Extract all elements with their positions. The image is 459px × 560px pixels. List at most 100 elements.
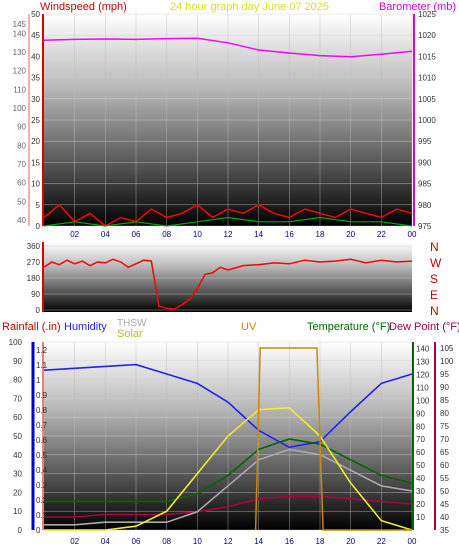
direction-tick: 90 bbox=[31, 290, 40, 299]
temperature-tick: 90 bbox=[440, 383, 449, 392]
compass-label: W bbox=[430, 256, 442, 270]
temperature-tick: 45 bbox=[440, 500, 449, 509]
uv-tick: 80 bbox=[416, 422, 425, 431]
wind-kmh-tick: 100 bbox=[13, 104, 27, 113]
temperature-tick: 50 bbox=[440, 487, 449, 496]
rain-tick: 0.9 bbox=[36, 391, 48, 400]
windspeed-title: Windspeed (mph) bbox=[40, 1, 127, 13]
wind-x-tick: 12 bbox=[224, 230, 233, 239]
weather-panel-series bbox=[43, 347, 413, 531]
weather-x-tick: 14 bbox=[254, 537, 263, 546]
direction-tick: 180 bbox=[27, 274, 41, 283]
humidity-tick: 40 bbox=[13, 451, 22, 460]
direction-tick: 270 bbox=[27, 258, 41, 267]
rain-tick: 1 bbox=[36, 376, 41, 385]
barometer-tick: 1020 bbox=[418, 31, 436, 40]
weather-panel-axes bbox=[31, 342, 436, 530]
wind-kmh-tick: 90 bbox=[17, 123, 26, 132]
temperature-tick: 55 bbox=[440, 474, 449, 483]
uv-tick: 70 bbox=[416, 435, 425, 444]
rain-tick: 0.8 bbox=[36, 406, 48, 415]
wind-panel-series bbox=[43, 37, 413, 227]
temperature-tick: 95 bbox=[440, 370, 449, 379]
wind-kmh-tick: 50 bbox=[17, 197, 26, 206]
wind-mph-tick: 5 bbox=[36, 201, 41, 210]
weather-x-tick: 12 bbox=[224, 537, 233, 546]
weather-x-tick: 10 bbox=[193, 537, 202, 546]
direction-panel-series bbox=[43, 258, 413, 310]
wind-mph-tick: 50 bbox=[31, 10, 40, 19]
wind-mph-tick: 40 bbox=[31, 52, 40, 61]
rain-tick: 1.1 bbox=[36, 361, 48, 370]
weather-x-tick: 16 bbox=[285, 537, 294, 546]
uv-tick: 30 bbox=[416, 487, 425, 496]
humidity-tick: 80 bbox=[13, 376, 22, 385]
weather-panel-tick-labels: 010203040506070809010000.10.20.30.40.50.… bbox=[9, 338, 454, 546]
legend-humidity: Humidity bbox=[64, 321, 107, 333]
wind-direction-panel-background bbox=[44, 242, 412, 312]
wind-kmh-tick: 140 bbox=[13, 29, 27, 38]
uv-tick: 40 bbox=[416, 474, 425, 483]
wind-kmh-tick: 120 bbox=[13, 67, 27, 76]
uv-tick: 120 bbox=[416, 370, 430, 379]
legend-temperature: Temperature (°F) bbox=[307, 321, 390, 333]
barometer-tick: 1025 bbox=[418, 10, 436, 19]
temperature-tick: 75 bbox=[440, 422, 449, 431]
header: Windspeed (mph) 24 hour graph day June 0… bbox=[40, 1, 456, 13]
weather-x-tick: 04 bbox=[101, 537, 110, 546]
wind-kmh-tick: 40 bbox=[17, 216, 26, 225]
wind-mph-tick: 35 bbox=[31, 74, 40, 83]
weather-x-tick: 08 bbox=[162, 537, 171, 546]
temperature-line bbox=[44, 438, 413, 503]
temperature-tick: 40 bbox=[440, 513, 449, 522]
weather-x-tick: 18 bbox=[316, 537, 325, 546]
uv-tick: 20 bbox=[416, 500, 425, 509]
humidity-tick: 60 bbox=[13, 413, 22, 422]
wind-mph-tick: 10 bbox=[31, 180, 40, 189]
direction-tick: 0 bbox=[36, 306, 41, 315]
wind-mph-tick: 0 bbox=[36, 222, 41, 231]
weather-x-tick: 00 bbox=[408, 537, 417, 546]
humidity-tick: 50 bbox=[13, 432, 22, 441]
legend-thsw: THSW bbox=[117, 318, 147, 329]
rain-tick: 0 bbox=[36, 526, 41, 535]
weather-panel-legend: Rainfall (.in) Humidity THSW Solar UV Te… bbox=[2, 318, 459, 340]
humidity-tick: 30 bbox=[13, 470, 22, 479]
rain-tick: 0.6 bbox=[36, 436, 48, 445]
rain-tick: 0.2 bbox=[36, 496, 48, 505]
barometer-tick: 980 bbox=[418, 201, 432, 210]
humidity-tick: 90 bbox=[13, 357, 22, 366]
direction-tick: 360 bbox=[27, 242, 41, 251]
wind-x-tick: 14 bbox=[254, 230, 263, 239]
wind-x-tick: 06 bbox=[132, 230, 141, 239]
barometer-tick: 1000 bbox=[418, 116, 436, 125]
wind-panel-tick-labels: 0510152025303540455040506070809010011012… bbox=[13, 10, 437, 239]
barometer-tick: 1010 bbox=[418, 74, 436, 83]
weather-x-tick: 06 bbox=[132, 537, 141, 546]
wind-mph-tick: 45 bbox=[31, 31, 40, 40]
barometer-tick: 985 bbox=[418, 180, 432, 189]
humidity-tick: 100 bbox=[9, 338, 23, 347]
temperature-tick: 80 bbox=[440, 409, 449, 418]
temperature-tick: 85 bbox=[440, 396, 449, 405]
weather-x-tick: 02 bbox=[70, 537, 79, 546]
wind-x-tick: 02 bbox=[70, 230, 79, 239]
thsw-line bbox=[44, 448, 413, 526]
wind-kmh-tick: 80 bbox=[17, 141, 26, 150]
barometer-tick: 975 bbox=[418, 222, 432, 231]
wind-kmh-tick: 70 bbox=[17, 160, 26, 169]
uv-tick: 10 bbox=[416, 513, 425, 522]
barometer-tick: 990 bbox=[418, 158, 432, 167]
wind-x-tick: 00 bbox=[408, 230, 417, 239]
compass-label: N bbox=[430, 304, 439, 318]
humidity-tick: 10 bbox=[13, 507, 22, 516]
weather-x-tick: 22 bbox=[377, 537, 386, 546]
wind-mph-tick: 25 bbox=[31, 116, 40, 125]
uv-line bbox=[254, 347, 412, 531]
rain-tick: 0.4 bbox=[36, 466, 48, 475]
uv-tick: 100 bbox=[416, 396, 430, 405]
wind-kmh-tick: 60 bbox=[17, 179, 26, 188]
temperature-tick: 65 bbox=[440, 448, 449, 457]
